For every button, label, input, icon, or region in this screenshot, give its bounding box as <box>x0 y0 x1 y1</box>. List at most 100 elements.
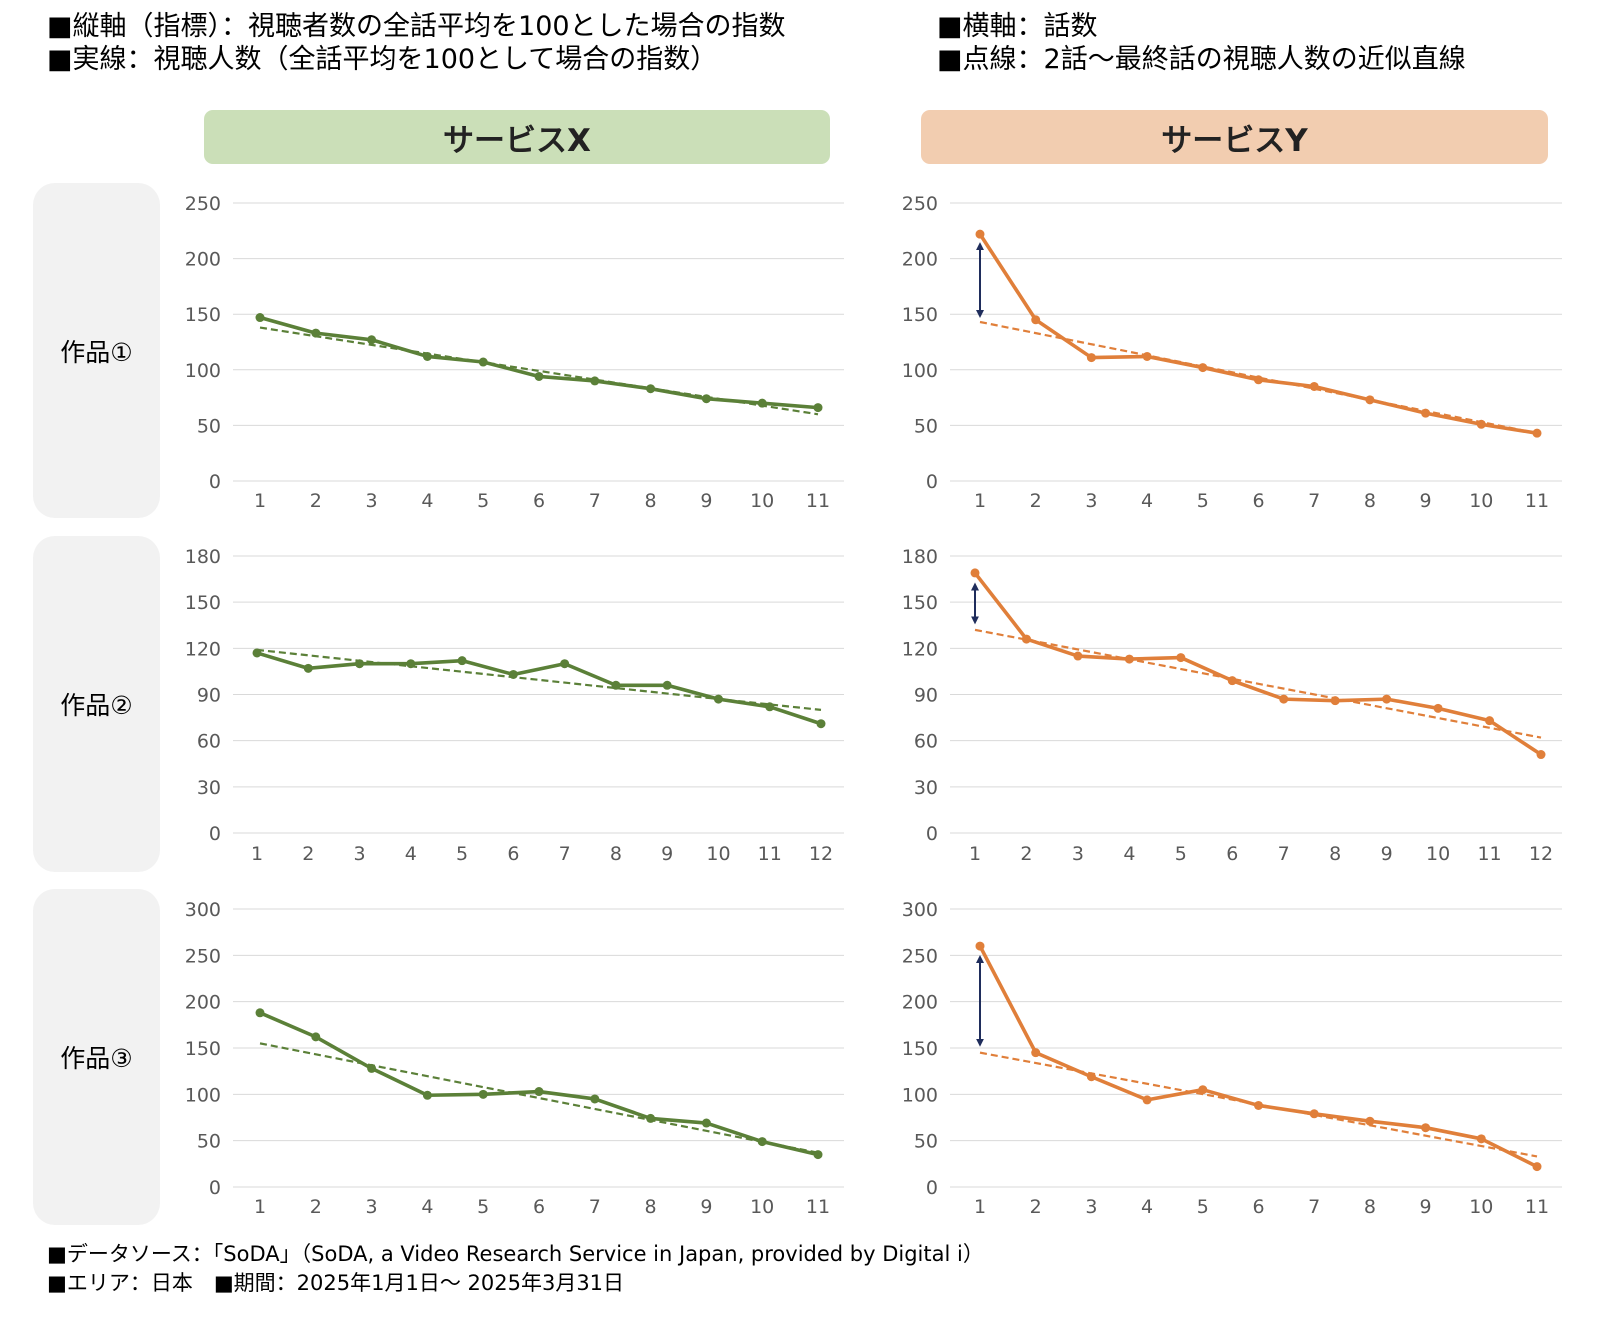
y1-point-1 <box>975 229 985 239</box>
x1-point-1 <box>255 313 265 323</box>
x2-point-11 <box>765 702 775 712</box>
x3-x-tick-7: 7 <box>589 1196 601 1218</box>
y3-x-tick-10: 10 <box>1469 1196 1493 1218</box>
x3-x-tick-6: 6 <box>533 1196 545 1218</box>
y2-point-12 <box>1536 750 1546 760</box>
y1-y-tick-0: 0 <box>926 471 938 493</box>
y3-y-tick-0: 0 <box>926 1177 938 1199</box>
y3-point-3 <box>1086 1072 1096 1082</box>
y2-point-9 <box>1382 694 1392 704</box>
x2-point-3 <box>355 659 365 669</box>
legend-horizontal-axis: ■横軸：話数 <box>937 11 1098 42</box>
y2-x-tick-5: 5 <box>1175 843 1187 865</box>
x1-x-tick-1: 1 <box>254 490 266 512</box>
y3-point-2 <box>1031 1048 1041 1058</box>
x2-x-tick-4: 4 <box>405 843 417 865</box>
y1-x-tick-4: 4 <box>1141 490 1153 512</box>
x2-y-tick-180: 180 <box>185 546 221 568</box>
x1-x-tick-4: 4 <box>421 490 433 512</box>
x2-x-tick-8: 8 <box>610 843 622 865</box>
x3-x-tick-1: 1 <box>254 1196 266 1218</box>
y2-x-tick-1: 1 <box>969 843 981 865</box>
y3-y-tick-300: 300 <box>902 899 938 921</box>
legend-dashed-line: ■点線：2話～最終話の視聴人数の近似直線 <box>937 44 1466 75</box>
y2-y-tick-90: 90 <box>914 685 938 707</box>
x1-point-10 <box>757 398 767 408</box>
x1-point-11 <box>813 403 823 413</box>
y3-x-tick-6: 6 <box>1252 1196 1264 1218</box>
y1-y-tick-50: 50 <box>914 415 938 437</box>
row-label-work-1: 作品① <box>33 183 160 518</box>
y2-x-tick-12: 12 <box>1529 843 1553 865</box>
y3-x-tick-2: 2 <box>1030 1196 1042 1218</box>
x1-y-tick-250: 250 <box>185 193 221 215</box>
y1-y-tick-200: 200 <box>902 249 938 271</box>
y3-y-tick-50: 50 <box>914 1131 938 1153</box>
x3-x-tick-4: 4 <box>421 1196 433 1218</box>
legend-left: ■縦軸（指標）：視聴者数の全話平均を100とした場合の指数 ■実線：視聴人数（全… <box>47 10 786 76</box>
x1-x-tick-11: 11 <box>806 490 830 512</box>
x2-point-6 <box>508 669 518 679</box>
y1-point-5 <box>1198 363 1208 373</box>
x1-x-tick-6: 6 <box>533 490 545 512</box>
y2-x-tick-10: 10 <box>1426 843 1450 865</box>
y3-x-tick-8: 8 <box>1364 1196 1376 1218</box>
x3-x-tick-2: 2 <box>310 1196 322 1218</box>
y3-point-11 <box>1532 1162 1542 1172</box>
y1-point-4 <box>1142 351 1152 361</box>
y3-x-tick-1: 1 <box>974 1196 986 1218</box>
x3-point-7 <box>590 1094 600 1104</box>
y1-y-tick-150: 150 <box>902 304 938 326</box>
x3-point-4 <box>422 1090 432 1100</box>
x1-y-tick-0: 0 <box>209 471 221 493</box>
y2-point-4 <box>1124 654 1134 664</box>
y3-point-1 <box>975 941 985 951</box>
x2-point-4 <box>406 659 416 669</box>
x2-x-tick-2: 2 <box>302 843 314 865</box>
x3-point-1 <box>255 1008 265 1018</box>
x2-x-tick-11: 11 <box>758 843 782 865</box>
x2-x-tick-3: 3 <box>353 843 365 865</box>
y3-point-8 <box>1365 1116 1375 1126</box>
x2-x-tick-6: 6 <box>507 843 519 865</box>
y2-y-tick-30: 30 <box>914 777 938 799</box>
y2-y-tick-180: 180 <box>902 546 938 568</box>
x1-point-5 <box>478 357 488 367</box>
y1-trend-line <box>979 320 1538 435</box>
x1-x-tick-10: 10 <box>750 490 774 512</box>
x3-point-3 <box>367 1063 377 1073</box>
y1-point-3 <box>1086 353 1096 363</box>
y3-y-tick-250: 250 <box>902 945 938 967</box>
y2-point-5 <box>1176 653 1186 663</box>
y3-x-tick-4: 4 <box>1141 1196 1153 1218</box>
y1-point-2 <box>1031 315 1041 325</box>
y2-x-tick-9: 9 <box>1381 843 1393 865</box>
row-label-work-3: 作品③ <box>33 889 160 1225</box>
x2-point-10 <box>713 694 723 704</box>
x3-y-tick-300: 300 <box>185 899 221 921</box>
x2-x-tick-9: 9 <box>661 843 673 865</box>
y3-point-10 <box>1476 1134 1486 1144</box>
x3-y-tick-200: 200 <box>185 992 221 1014</box>
y1-x-tick-2: 2 <box>1030 490 1042 512</box>
y1-x-tick-10: 10 <box>1469 490 1493 512</box>
y2-point-3 <box>1073 651 1083 661</box>
y3-point-6 <box>1254 1100 1263 1110</box>
x1-point-8 <box>646 384 656 394</box>
x3-y-tick-100: 100 <box>185 1084 221 1106</box>
x1-x-tick-9: 9 <box>700 490 712 512</box>
x2-point-1 <box>252 648 262 658</box>
y2-y-tick-60: 60 <box>914 731 938 753</box>
x2-point-2 <box>303 663 313 673</box>
y2-point-2 <box>1021 634 1031 644</box>
y1-point-6 <box>1254 375 1263 385</box>
y2-x-tick-8: 8 <box>1329 843 1341 865</box>
x3-y-tick-50: 50 <box>197 1131 221 1153</box>
x1-point-9 <box>701 394 711 404</box>
x3-x-tick-8: 8 <box>645 1196 657 1218</box>
y3-x-tick-7: 7 <box>1308 1196 1320 1218</box>
y1-series-line <box>978 232 1539 435</box>
x2-point-9 <box>662 680 672 690</box>
y2-point-6 <box>1227 676 1237 686</box>
x1-y-tick-150: 150 <box>185 304 221 326</box>
